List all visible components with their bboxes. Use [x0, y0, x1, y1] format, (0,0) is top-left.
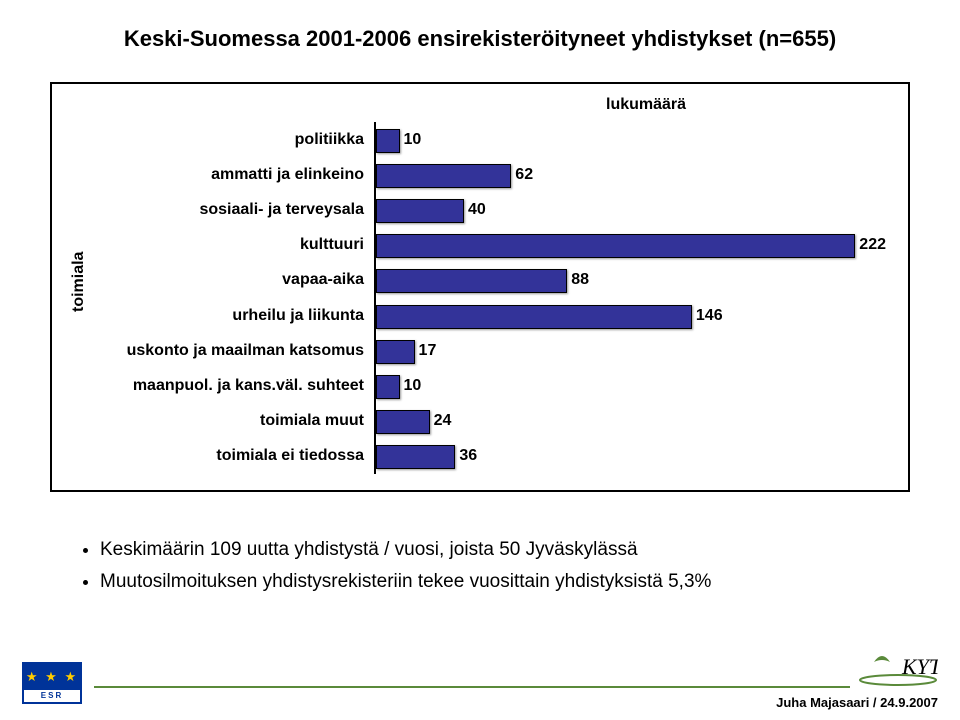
esr-logo: ★ ★ ★ ESR [22, 662, 82, 704]
kyt-logo: KYT [858, 644, 938, 686]
bar [376, 340, 415, 364]
bar [376, 129, 400, 153]
bar [376, 410, 430, 434]
bar-value: 222 [859, 236, 886, 254]
category-label: vapaa-aika [282, 271, 364, 289]
bar-value: 88 [571, 271, 589, 289]
bar-value: 36 [459, 447, 477, 465]
category-labels: politiikka ammatti ja elinkeino sosiaali- … [92, 122, 364, 474]
y-axis-label: toimiala [70, 252, 88, 312]
bar [376, 199, 464, 223]
category-label: maanpuol. ja kans.väl. suhteet [133, 377, 364, 395]
category-label: sosiaali- ja terveysala [199, 201, 364, 219]
chart: lukumäärä toimiala politiikka ammatti ja … [66, 96, 894, 476]
bar-value: 10 [404, 377, 422, 395]
bar [376, 375, 400, 399]
bar-value: 62 [515, 166, 533, 184]
bar [376, 269, 567, 293]
bar [376, 234, 855, 258]
kyt-text: KYT [901, 654, 938, 679]
bullet-list: Keskimäärin 109 uutta yhdistystä / vuosi… [60, 539, 910, 603]
category-label: toimiala muut [260, 412, 364, 430]
esr-text: ESR [24, 690, 80, 702]
bullet-item: Muutosilmoituksen yhdistysrekisteriin te… [100, 571, 910, 593]
bullet-item: Keskimäärin 109 uutta yhdistystä / vuosi… [100, 539, 910, 561]
leaf-icon [874, 656, 890, 662]
footer-divider [94, 686, 850, 688]
category-label: uskonto ja maailman katsomus [127, 342, 364, 360]
category-label: urheilu ja liikunta [232, 307, 364, 325]
bar [376, 445, 455, 469]
plot-area: 10 62 40 222 88 146 17 10 24 36 [374, 122, 890, 474]
footer-text: Juha Majasaari / 24.9.2007 [776, 695, 938, 710]
slide: Keski-Suomessa 2001-2006 ensirekisteröit… [0, 0, 960, 720]
eu-flag-icon: ★ ★ ★ [24, 664, 80, 690]
bar-value: 17 [419, 342, 437, 360]
bar-value: 40 [468, 201, 486, 219]
slide-title: Keski-Suomessa 2001-2006 ensirekisteröit… [50, 26, 910, 52]
bar [376, 164, 511, 188]
bar [376, 305, 692, 329]
chart-frame: lukumäärä toimiala politiikka ammatti ja … [50, 82, 910, 492]
bar-value: 24 [434, 412, 452, 430]
bar-value: 146 [696, 307, 723, 325]
category-label: politiikka [295, 131, 364, 149]
category-label: ammatti ja elinkeino [211, 166, 364, 184]
bar-value: 10 [404, 131, 422, 149]
series-label: lukumäärä [606, 96, 686, 114]
category-label: kulttuuri [300, 236, 364, 254]
category-label: toimiala ei tiedossa [216, 447, 364, 465]
